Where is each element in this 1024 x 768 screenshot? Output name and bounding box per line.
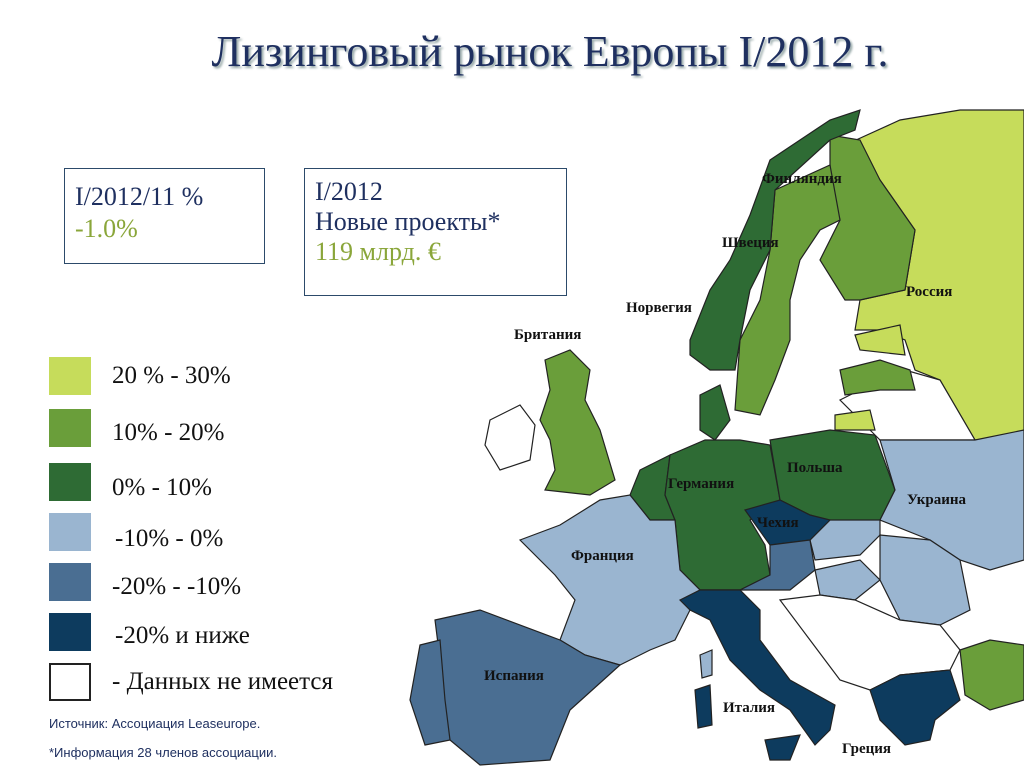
source-note: Источник: Ассоциация Leaseurope. bbox=[49, 716, 261, 731]
region-lithuania bbox=[834, 409, 876, 431]
growth-box: I/2012/11 % -1.0% bbox=[64, 168, 265, 264]
region-portugal bbox=[409, 639, 451, 746]
projects-value: 119 млрд. € bbox=[315, 237, 441, 266]
legend-swatch bbox=[49, 463, 91, 501]
slide-title: Лизинговый рынок Европы I/2012 г. bbox=[211, 27, 889, 76]
region-britain bbox=[539, 349, 616, 496]
region-sweden bbox=[734, 164, 841, 416]
region-romania bbox=[879, 534, 971, 626]
country-label: Украина bbox=[907, 492, 967, 508]
region-denmark bbox=[699, 384, 731, 441]
region-norway bbox=[689, 109, 861, 371]
region-greece bbox=[869, 669, 961, 746]
legend-label: 20 % - 30% bbox=[112, 362, 231, 389]
region-corsica bbox=[699, 649, 713, 679]
region-turkey bbox=[959, 639, 1024, 711]
legend-swatch bbox=[49, 357, 91, 395]
country-label: Россия bbox=[906, 284, 952, 300]
legend-label: 0% - 10% bbox=[112, 474, 212, 501]
country-label: Франция bbox=[571, 548, 634, 564]
country-label: Норвегия bbox=[626, 300, 692, 316]
legend-swatch bbox=[49, 409, 91, 447]
country-label: Германия bbox=[668, 476, 734, 492]
country-label: Греция bbox=[842, 741, 891, 757]
legend-swatch bbox=[49, 513, 91, 551]
country-label: Италия bbox=[723, 700, 775, 716]
region-sardinia bbox=[694, 684, 713, 729]
legend-label: 10% - 20% bbox=[112, 419, 225, 446]
country-label: Испания bbox=[484, 668, 544, 684]
country-label: Чехия bbox=[757, 515, 799, 531]
new-projects-box: I/2012 Новые проекты* 119 млрд. € bbox=[304, 168, 567, 296]
growth-label: I/2012/11 % bbox=[75, 182, 204, 211]
footnote: *Информация 28 членов ассоциации. bbox=[49, 745, 277, 760]
region-austria bbox=[739, 539, 816, 591]
legend-label: -20% - -10% bbox=[112, 573, 242, 600]
legend-label: - Данных не имеется bbox=[112, 668, 333, 695]
region-balkans bbox=[778, 594, 961, 691]
region-hungary bbox=[814, 559, 881, 601]
legend-label: -10% - 0% bbox=[115, 525, 224, 552]
country-label: Швеция bbox=[722, 235, 779, 251]
region-ukraine bbox=[879, 429, 1024, 571]
country-label: Британия bbox=[514, 327, 581, 343]
region-ireland bbox=[484, 404, 536, 471]
legend-swatch bbox=[49, 563, 91, 601]
country-label: Финляндия bbox=[762, 171, 842, 187]
growth-value: -1.0% bbox=[75, 214, 138, 243]
region-italy bbox=[678, 589, 836, 746]
legend-swatch bbox=[49, 613, 91, 651]
period: I/2012 bbox=[315, 177, 383, 206]
legend-swatch bbox=[49, 663, 91, 701]
region-estonia bbox=[854, 324, 906, 356]
region-latvia bbox=[839, 359, 916, 396]
projects-label: Новые проекты* bbox=[315, 207, 501, 236]
region-sicily bbox=[764, 734, 801, 761]
country-label: Польша bbox=[787, 460, 843, 476]
legend-label: -20% и ниже bbox=[115, 622, 250, 649]
